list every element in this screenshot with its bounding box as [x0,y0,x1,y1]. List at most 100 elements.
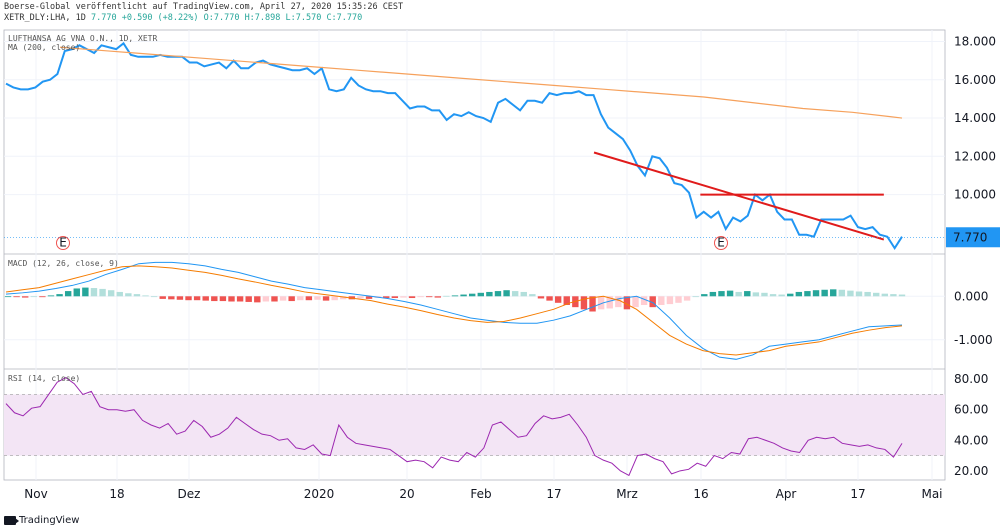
macd-histogram-bar [73,288,80,297]
x-tick-label: Nov [24,487,47,501]
symbol-line: XETR_DLY:LHA, 1D 7.770 +0.590 (+8.22%) O… [4,13,362,23]
macd-histogram-bar [30,296,37,298]
macd-histogram-bar [821,289,828,297]
macd-histogram-bar [692,296,699,298]
macd-histogram-bar [185,296,192,301]
macd-histogram-bar [443,295,450,297]
macd-histogram-bar [477,292,484,297]
price-tick-label: 12.000 [954,149,996,163]
macd-histogram-bar [683,296,691,301]
macd-histogram-bar [400,296,407,298]
macd-histogram-bar [778,294,785,297]
macd-histogram-bar [271,296,278,302]
publisher-line: Boerse-Global veröffentlicht auf Trading… [4,2,404,12]
macd-histogram-bar [761,292,768,297]
macd-histogram-bar [99,288,106,297]
macd-histogram-bar [795,291,803,297]
macd-histogram-bar [597,296,605,310]
x-tick-label: Mai [921,487,942,501]
macd-histogram-bar [460,294,467,297]
macd-histogram-bar [726,290,734,297]
macd-histogram-bar [116,291,123,297]
macd-histogram-bar [898,294,906,297]
x-tick-label: 17 [850,487,865,501]
macd-histogram-bar [847,290,854,297]
macd-histogram-bar [21,296,29,298]
macd-histogram-bar [279,296,287,301]
rsi-band [4,394,945,456]
macd-histogram-bar [451,295,459,297]
macd-histogram-bar [468,293,476,297]
macd-histogram-bar [90,288,98,297]
tradingview-brand: TradingView [19,515,80,526]
price-tick-label: 16.000 [954,73,996,87]
rsi-tick-label: 20.00 [954,464,988,478]
ma200-series-line [59,46,903,119]
macd-histogram-bar [159,296,166,299]
macd-histogram-bar [855,291,863,297]
macd-histogram-bar [804,291,811,297]
chart-header: Boerse-Global veröffentlicht auf Trading… [4,2,403,24]
macd-histogram-bar [864,291,871,297]
macd-histogram-bar [563,296,570,305]
price-tick-label: 14.000 [954,111,996,125]
macd-histogram-bar [82,287,89,297]
macd-histogram-bar [39,296,46,298]
macd-histogram-bar [623,296,631,310]
macd-histogram-bar [589,296,596,312]
macd-histogram-bar [735,291,742,297]
macd-histogram-bar [56,294,63,297]
macd-histogram-bar [219,296,227,302]
macd-histogram-bar [426,296,433,298]
macd-histogram-bar [675,296,682,303]
macd-histogram-bar [709,291,717,297]
rsi-pane-title: RSI (14, close) [8,374,80,383]
macd-histogram-bar [812,290,820,297]
price-pane-title: LUFTHANSA AG VNA O.N., 1D, XETR [8,34,157,43]
price-series-line [5,41,903,251]
macd-histogram-bar [254,296,261,303]
last-price-tag [946,227,1000,248]
macd-histogram-bar [408,296,416,299]
x-tick-label: 17 [546,487,561,501]
macd-pane-title: MACD (12, 26, close, 9) [8,259,119,268]
macd-histogram-bar [4,296,12,298]
macd-histogram-bar [365,296,373,299]
macd-histogram-bar [890,294,897,297]
macd-histogram-bar [47,295,55,297]
rsi-tick-label: 40.00 [954,433,988,447]
macd-histogram-bar [615,296,622,308]
macd-histogram-bar [176,296,184,300]
macd-histogram-bar [830,289,837,297]
x-tick-label: Feb [470,487,491,501]
macd-histogram-bar [262,296,270,302]
macd-histogram-bar [486,291,493,297]
macd-histogram-bar [666,296,674,305]
macd-histogram-bar [546,296,553,301]
macd-histogram-bar [787,293,794,297]
macd-histogram-bar [64,291,72,297]
macd-histogram-bar [288,296,295,302]
macd-histogram-bar [391,296,399,299]
macd-histogram-bar [658,296,665,305]
macd-histogram-bar [142,295,149,297]
macd-tick-label: 0.000 [954,289,988,303]
macd-histogram-bar [305,296,313,301]
macd-histogram-bar [838,289,846,297]
ohlc-values: O:7.770 H:7.898 L:7.570 C:7.770 [203,13,363,23]
macd-histogram-bar [236,296,244,302]
x-tick-label: Mrz [616,487,638,501]
macd-histogram-bar [150,296,158,298]
macd-histogram-bar [357,296,364,299]
macd-histogram-bar [529,294,536,297]
macd-histogram-bar [228,296,235,302]
last-price: 7.770 [91,13,117,23]
rsi-line [5,377,903,477]
tradingview-footer: TradingView [4,515,79,526]
x-tick-label: Apr [776,487,797,501]
macd-histogram-bar [322,296,330,301]
macd-histogram-bar [744,291,751,297]
macd-histogram-bar [314,296,321,300]
last-price-tag-label: 7.770 [953,230,987,244]
